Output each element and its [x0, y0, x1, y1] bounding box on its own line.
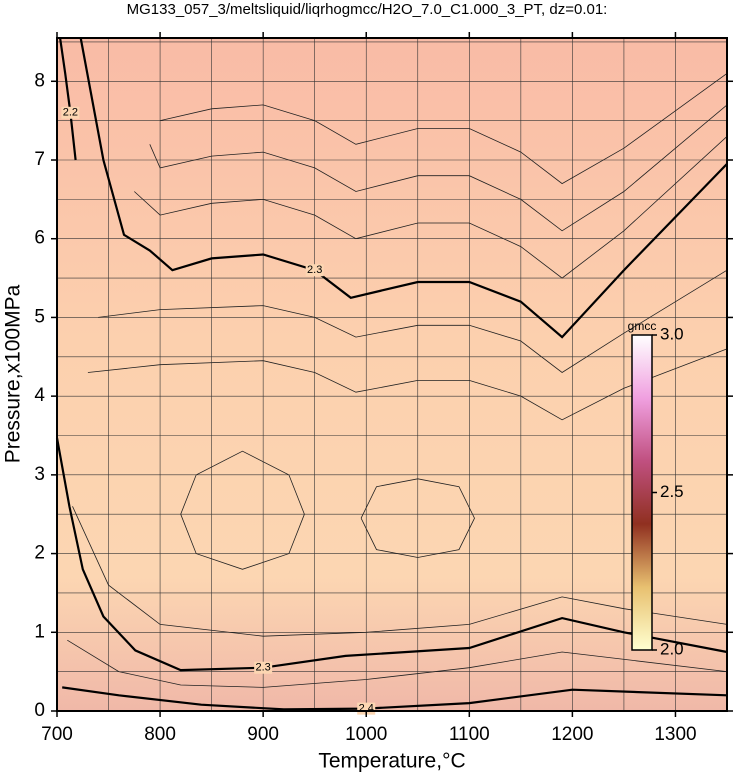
- contour-line: [55, 437, 728, 672]
- minor-contour: [72, 506, 728, 637]
- y-tick-label: 5: [34, 306, 45, 327]
- minor-contour: [98, 269, 728, 373]
- minor-contour: [134, 136, 728, 279]
- chart-title: MG133_057_3/meltsliquid/liqrhogmcc/H2O_7…: [127, 1, 608, 18]
- plot-frame: [56, 37, 728, 712]
- x-axis-label: Temperature,°C: [318, 750, 465, 773]
- colorbar: [631, 334, 653, 651]
- x-tick-label: 800: [144, 724, 176, 745]
- minor-contour: [160, 73, 728, 185]
- x-tick-label: 1100: [449, 724, 490, 745]
- contour-line: [62, 686, 728, 711]
- minor-contour: [87, 348, 728, 421]
- contour-label: 2.3: [256, 662, 271, 674]
- y-tick-label: 2: [34, 543, 45, 564]
- contour-label-bg: [305, 264, 324, 277]
- colorbar-tick-label: 3.0: [660, 324, 684, 343]
- x-tick-label: 1200: [551, 724, 593, 745]
- minor-contour: [360, 478, 475, 558]
- contour-label: 2.2: [63, 107, 78, 119]
- x-tick-label: 700: [41, 724, 73, 745]
- contour-line: [59, 37, 77, 161]
- y-tick-label: 3: [34, 464, 45, 485]
- colorbar-label: gmcc: [628, 319, 657, 333]
- y-tick-label: 6: [34, 228, 45, 249]
- y-tick-label: 1: [34, 621, 45, 642]
- plot-background: [57, 38, 727, 711]
- y-tick-label: 8: [34, 70, 45, 91]
- minor-contour: [180, 450, 305, 570]
- y-tick-label: 4: [34, 385, 45, 406]
- contour-label: 2.3: [307, 264, 322, 276]
- colorbar-tick-label: 2.5: [660, 482, 684, 501]
- x-tick-label: 900: [247, 724, 279, 745]
- contour-label-bg: [254, 661, 273, 674]
- x-tick-label: 1000: [345, 724, 387, 745]
- x-tick-label: 1300: [654, 724, 696, 745]
- y-tick-label: 0: [34, 700, 45, 721]
- contour-label-bg: [61, 106, 80, 119]
- colorbar-tick-label: 2.0: [660, 639, 684, 658]
- y-tick-label: 7: [34, 149, 45, 170]
- minor-contour: [67, 639, 728, 688]
- y-axis-label: Pressure,x100MPa: [2, 284, 25, 463]
- minor-contour: [149, 104, 728, 232]
